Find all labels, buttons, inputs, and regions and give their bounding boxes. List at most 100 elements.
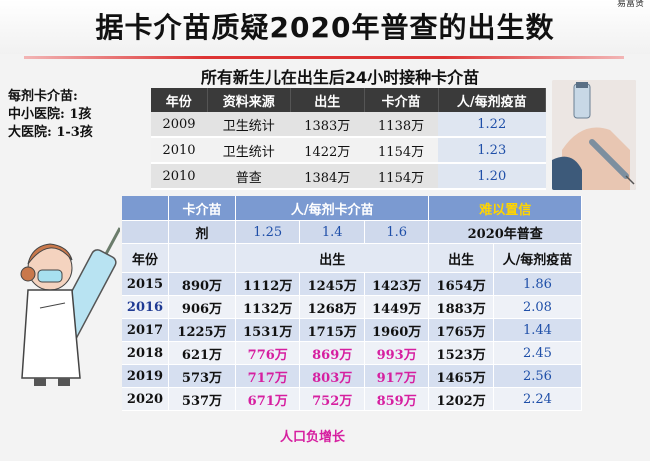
table-cell: 621万	[168, 341, 236, 365]
table-cell: 671万	[235, 387, 301, 411]
table-cell: 普查	[207, 163, 291, 190]
table-cell: 890万	[168, 272, 236, 296]
table-cell: 2010	[151, 163, 208, 190]
table-row: 2009 卫生统计 1383万 1138万 1.22	[151, 112, 546, 138]
table-subheader-row: 剂 1.25 1.4 1.6 2020年普查	[122, 220, 582, 244]
table-cell: 906万	[168, 295, 236, 319]
table-cell: 2.45	[493, 341, 583, 365]
column-header	[122, 196, 169, 221]
ratio-label: 人/每剂疫苗	[493, 243, 583, 273]
population-decline-note: 人口负增长	[280, 430, 346, 445]
births-label: 出生	[235, 243, 430, 273]
table-cell: 1423万	[364, 272, 430, 296]
table-row: 2016 906万 1132万 1268万 1449万 1883万 2.08	[122, 295, 583, 319]
column-header: 年份	[151, 88, 208, 112]
table-cell: 1523万	[428, 341, 494, 365]
statistics-table: 年份 资料来源 出生 卡介苗 人/每剂疫苗 2009 卫生统计 1383万 11…	[151, 88, 546, 190]
table-cell: 1112万	[235, 272, 301, 296]
table-cell: 2020	[122, 387, 169, 411]
column-header: 人/每剂卡介苗	[235, 196, 430, 221]
table-cell: 573万	[168, 364, 236, 388]
column-header: 卡介苗	[168, 196, 236, 221]
column-header: 人/每剂疫苗	[438, 88, 546, 112]
page-title: 据卡介苗质疑2020年普查的出生数	[95, 11, 555, 44]
dose-note-line: 每剂卡介苗:	[8, 89, 78, 104]
table-cell: 1654万	[428, 272, 494, 296]
table-cell: 1154万	[364, 137, 438, 164]
table-row: 2019 573万 717万 803万 917万 1465万 2.56	[122, 364, 583, 388]
table-cell: 1.86	[493, 272, 583, 296]
table-cell: 1138万	[364, 112, 438, 138]
table-row: 2010 卫生统计 1422万 1154万 1.23	[151, 137, 546, 164]
table-cell: 1384万	[290, 163, 365, 190]
table-row: 2017 1225万 1531万 1715万 1960万 1765万 1.44	[122, 318, 583, 342]
table-cell: 1465万	[428, 364, 494, 388]
bcg-comparison-table: 卡介苗 人/每剂卡介苗 难以置信 剂 1.25 1.4 1.6 2020年普查 …	[122, 196, 583, 411]
table-cell: 993万	[364, 341, 430, 365]
table-cell: 1.22	[438, 112, 546, 138]
table-cell: 1883万	[428, 295, 494, 319]
table-cell: 1449万	[364, 295, 430, 319]
table-cell: 卫生统计	[207, 137, 291, 164]
table-cell	[168, 243, 236, 273]
corner-watermark: 易富贤	[616, 0, 644, 9]
column-header: 卡介苗	[364, 88, 439, 112]
table-cell: 2.24	[493, 387, 583, 411]
dose-note-line: 大医院: 1-3孩	[8, 125, 93, 140]
table-cell: 1245万	[299, 272, 365, 296]
ratio-header: 1.6	[364, 220, 430, 244]
table-cell: 717万	[235, 364, 301, 388]
table-cell: 1422万	[290, 137, 365, 164]
table-cell: 859万	[364, 387, 430, 411]
births-label: 出生	[428, 243, 494, 273]
table-cell: 1.23	[438, 137, 546, 164]
table1-subtitle: 所有新生儿在出生后24小时接种卡介苗	[200, 68, 480, 87]
census-label: 2020年普查	[428, 220, 582, 244]
table-cell: 1225万	[168, 318, 236, 342]
table-cell: 1154万	[364, 163, 438, 190]
table-cell: 卫生统计	[207, 112, 291, 138]
year-label: 年份	[122, 243, 169, 273]
column-header: 出生	[290, 88, 365, 112]
table-cell: 1715万	[299, 318, 365, 342]
table-cell: 2019	[122, 364, 169, 388]
title-band	[0, 0, 650, 54]
table-row: 2018 621万 776万 869万 993万 1523万 2.45	[122, 341, 583, 365]
table-cell: 869万	[299, 341, 365, 365]
table-cell: 1383万	[290, 112, 365, 138]
table-label-row: 年份 出生 出生 人/每剂疫苗	[122, 243, 583, 273]
vaccine-illustration	[552, 80, 636, 190]
dose-note-line: 中小医院: 1孩	[8, 107, 92, 122]
ratio-header: 1.4	[299, 220, 365, 244]
ratio-header: 1.25	[235, 220, 301, 244]
table-cell: 2.56	[493, 364, 583, 388]
table-cell: 2015	[122, 272, 169, 296]
dose-label: 剂	[168, 220, 236, 244]
table-cell: 752万	[299, 387, 365, 411]
table-cell	[122, 220, 169, 244]
table-row: 2020 537万 671万 752万 859万 1202万 2.24	[122, 387, 583, 411]
table-cell: 537万	[168, 387, 236, 411]
table-cell: 2.08	[493, 295, 583, 319]
table-cell: 2010	[151, 137, 208, 164]
warning-label: 难以置信	[428, 196, 582, 221]
table-row: 2010 普查 1384万 1154万 1.20	[151, 163, 546, 190]
table-cell: 2018	[122, 341, 169, 365]
table-header-row: 卡介苗 人/每剂卡介苗 难以置信	[122, 196, 582, 221]
table-cell: 917万	[364, 364, 430, 388]
table-cell: 1.44	[493, 318, 583, 342]
vaccine-photo	[552, 80, 636, 190]
table-cell: 1765万	[428, 318, 494, 342]
table-cell: 1268万	[299, 295, 365, 319]
nurse-illustration	[20, 227, 120, 386]
table-cell: 1531万	[235, 318, 301, 342]
dose-note: 每剂卡介苗: 中小医院: 1孩 大医院: 1-3孩	[8, 88, 93, 142]
table-row: 2015 890万 1112万 1245万 1423万 1654万 1.86	[122, 272, 583, 296]
table-header-row: 年份 资料来源 出生 卡介苗 人/每剂疫苗	[151, 88, 546, 112]
table-cell: 1132万	[235, 295, 301, 319]
table-cell: 1202万	[428, 387, 494, 411]
table-cell: 2016	[122, 295, 169, 319]
title-divider	[24, 56, 624, 59]
table-cell: 1.20	[438, 163, 546, 190]
column-header: 资料来源	[207, 88, 291, 112]
